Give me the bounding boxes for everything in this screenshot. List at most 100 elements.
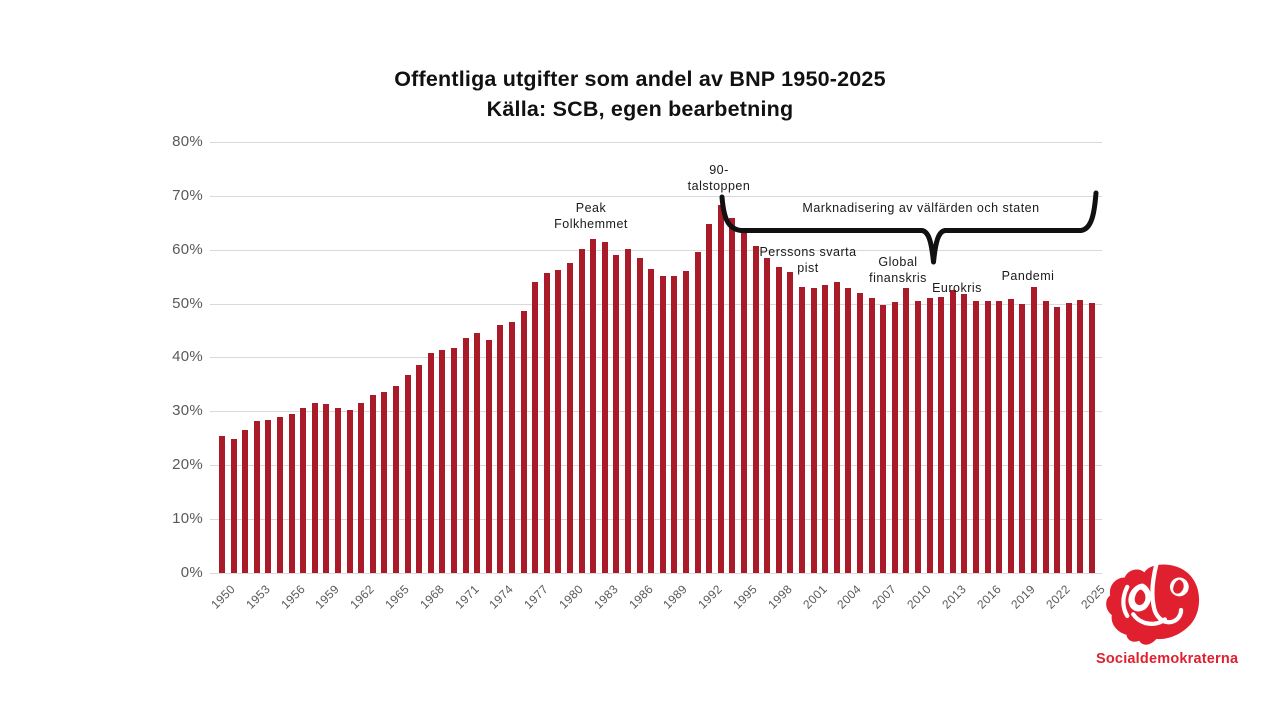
bar-2019: [1019, 304, 1026, 573]
bar-2011: [926, 298, 933, 573]
bar-1987: [648, 268, 655, 573]
socialdemokraterna-logo: Socialdemokraterna: [1096, 562, 1238, 667]
y-axis-tick-label: 60%: [172, 240, 203, 258]
bar-2024: [1077, 299, 1084, 573]
x-axis-tick-label-1992: 1992: [695, 582, 726, 612]
bar-1964: [381, 392, 388, 573]
gridline-70%: [210, 196, 1102, 197]
x-axis-tick-label-1965: 1965: [382, 582, 412, 612]
bar-2008: [891, 302, 898, 573]
chart-title-line1: Offentliga utgifter som andel av BNP 195…: [394, 67, 886, 91]
x-axis-tick-label-1962: 1962: [347, 582, 378, 612]
gridline-0%: [210, 573, 1102, 574]
bar-2023: [1065, 303, 1072, 573]
bar-2017: [996, 301, 1003, 573]
bar-2006: [868, 297, 875, 573]
y-axis-tick-label: 50%: [172, 294, 203, 312]
x-axis-tick-label-2013: 2013: [939, 582, 969, 612]
bar-1980: [567, 263, 573, 573]
bar-2003: [833, 281, 840, 573]
x-axis-tick-label-1950: 1950: [208, 582, 238, 612]
bar-1970: [451, 348, 457, 573]
bar-1974: [497, 325, 504, 573]
y-axis-tick-label: 80%: [172, 132, 203, 150]
bar-1982: [590, 238, 597, 573]
bar-1978: [543, 272, 550, 573]
x-axis-tick-label-1971: 1971: [451, 582, 482, 612]
y-axis-tick-label: 70%: [172, 186, 203, 204]
gridline-20%: [210, 465, 1102, 466]
x-axis-tick-label-2010: 2010: [904, 582, 934, 612]
x-axis-tick-label-2001: 2001: [799, 582, 830, 612]
bar-2009: [903, 287, 910, 573]
x-axis-tick-label-2007: 2007: [869, 582, 900, 612]
y-axis-tick-label: 10%: [172, 510, 203, 528]
x-axis-tick-label-1974: 1974: [486, 582, 517, 612]
bar-1957: [300, 408, 307, 573]
bar-1988: [659, 276, 666, 573]
bar-1969: [439, 350, 446, 573]
bar-2021: [1042, 300, 1049, 573]
bar-1995: [741, 232, 747, 573]
bar-2004: [845, 288, 852, 573]
bar-2022: [1054, 307, 1061, 573]
y-axis-tick-label: 20%: [172, 456, 203, 474]
bar-1959: [323, 404, 330, 573]
bar-1960: [335, 408, 341, 573]
chart-title: Offentliga utgifter som andel av BNP 195…: [0, 64, 1280, 124]
x-axis-tick-label-1977: 1977: [521, 582, 552, 612]
gridline-10%: [210, 519, 1102, 520]
bar-1989: [671, 276, 678, 573]
bar-1965: [393, 386, 399, 573]
bar-1973: [485, 340, 492, 573]
bar-1953: [253, 420, 260, 573]
y-axis-tick-label: 0%: [180, 564, 203, 581]
bar-1975: [509, 321, 515, 573]
bar-2025: [1089, 303, 1095, 573]
bar-1993: [717, 205, 724, 573]
bar-1991: [694, 251, 701, 573]
bar-1997: [764, 257, 771, 573]
bar-1956: [288, 414, 295, 573]
bar-2012: [938, 297, 945, 573]
bar-1996: [752, 245, 759, 573]
bar-1992: [706, 223, 713, 573]
bar-1952: [242, 430, 249, 573]
bar-1963: [369, 395, 376, 573]
y-axis-tick-label: 30%: [172, 402, 203, 420]
bar-1990: [683, 270, 689, 573]
gridline-30%: [210, 411, 1102, 412]
bar-2000: [799, 287, 805, 573]
x-axis-tick-label-1956: 1956: [277, 582, 308, 612]
bar-1966: [404, 374, 411, 573]
bar-2001: [810, 288, 817, 573]
x-axis-tick-label-2004: 2004: [834, 582, 865, 612]
chart-title-line2: Källa: SCB, egen bearbetning: [486, 97, 794, 121]
bar-1976: [520, 310, 527, 573]
bar-2010: [915, 301, 921, 573]
bar-1994: [729, 218, 736, 573]
bar-2014: [961, 294, 968, 573]
bar-1979: [555, 269, 562, 573]
bar-2015: [973, 300, 979, 573]
rose-icon: [1106, 562, 1200, 645]
x-axis-tick-label-1998: 1998: [765, 582, 795, 612]
bar-1954: [265, 419, 272, 573]
annotation-eurokris: Eurokris: [932, 281, 982, 295]
gridline-40%: [210, 357, 1102, 358]
annotation-nittiotalstoppen: 90- talstoppen: [687, 163, 751, 193]
bar-2013: [949, 290, 956, 573]
x-axis-tick-label-1995: 1995: [730, 582, 760, 612]
gridline-60%: [210, 250, 1102, 251]
bar-1984: [613, 254, 620, 573]
bar-1951: [230, 439, 237, 573]
x-axis-tick-label-2019: 2019: [1008, 582, 1039, 612]
bar-2018: [1007, 299, 1014, 573]
bar-1972: [474, 333, 481, 573]
bar-2020: [1031, 287, 1037, 573]
bar-1971: [462, 337, 469, 573]
x-axis-tick-label-1986: 1986: [625, 582, 656, 612]
x-axis-tick-label-2016: 2016: [973, 582, 1004, 612]
bar-1985: [625, 248, 631, 573]
